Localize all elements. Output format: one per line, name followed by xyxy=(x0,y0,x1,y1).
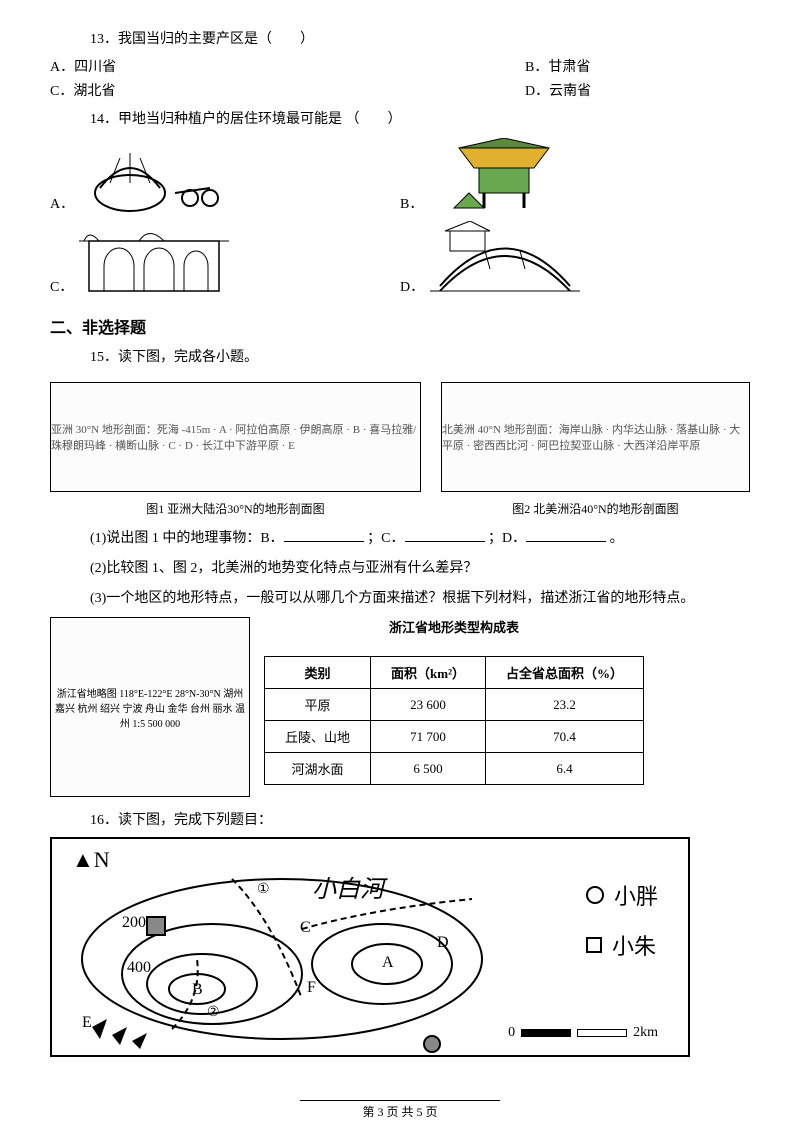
cave-dwelling-icon xyxy=(79,221,229,296)
q13-opt-a[interactable]: A．四川省 xyxy=(50,56,275,76)
cell: 6.4 xyxy=(485,753,643,785)
table-header-row: 类别 面积（km²） 占全省总面积（%） xyxy=(265,657,644,689)
q15-sub1-end: 。 xyxy=(610,531,624,546)
legend-zhu: 小朱 xyxy=(586,929,658,961)
label-e: E xyxy=(82,1014,92,1032)
contour-200: 200 xyxy=(122,914,146,932)
zhejiang-map: 浙江省地略图 118°E-122°E 28°N-30°N 湖州 嘉兴 杭州 绍兴… xyxy=(50,617,250,797)
q14-opt-c[interactable]: C． xyxy=(50,221,400,296)
cell: 丘陵、山地 xyxy=(265,721,371,753)
cell: 河湖水面 xyxy=(265,753,371,785)
th-area: 面积（km²） xyxy=(371,657,486,689)
q14-label-b: B． xyxy=(400,193,423,213)
q14-opt-a[interactable]: A． xyxy=(50,138,400,213)
map-legend: 小胖 小朱 xyxy=(586,879,658,979)
scale-2km: 2km xyxy=(633,1025,658,1041)
table-row: 河湖水面 6 500 6.4 xyxy=(265,753,644,785)
zhejiang-table-wrap: 浙江省地形类型构成表 类别 面积（km²） 占全省总面积（%） 平原 23 60… xyxy=(264,617,644,797)
q15-sub1-c: ；C． xyxy=(367,531,404,546)
q15-text: 15．读下图，完成各小题。 xyxy=(90,346,750,366)
q14-label-c: C． xyxy=(50,276,73,296)
q13-opt-c[interactable]: C．湖北省 xyxy=(50,80,275,100)
page-footer: 第 3 页 共 5 页 xyxy=(0,1100,800,1120)
scale-seg-dark xyxy=(521,1029,571,1037)
square-icon xyxy=(586,937,602,953)
legend-zhu-text: 小朱 xyxy=(612,929,656,961)
q13-row1: A．四川省 B．甘肃省 xyxy=(50,56,750,76)
q13-opt-b[interactable]: B．甘肃省 xyxy=(525,56,750,76)
circle-icon xyxy=(586,886,604,904)
q15-figure-2: 北美洲 40°N 地形剖面：海岸山脉 · 内华达山脉 · 落基山脉 · 大平原 … xyxy=(441,382,750,492)
scale-seg-light xyxy=(577,1029,627,1037)
blank-b[interactable] xyxy=(284,528,364,542)
q14-text: 14．甲地当归种植户的居住环境最可能是 （ ） xyxy=(90,108,750,128)
th-pct: 占全省总面积（%） xyxy=(485,657,643,689)
zhejiang-table-title: 浙江省地形类型构成表 xyxy=(264,617,644,636)
q13-opt-d[interactable]: D．云南省 xyxy=(525,80,750,100)
q15-sub2: (2)比较图 1、图 2，北美洲的地势变化特点与亚洲有什么差异？ xyxy=(90,557,750,577)
cell: 6 500 xyxy=(371,753,486,785)
q14-opt-d[interactable]: D． xyxy=(400,221,750,296)
scale-bar: 0 2km xyxy=(508,1025,658,1041)
q13-text: 13．我国当归的主要产区是（ ） xyxy=(90,28,750,48)
q15-sub1-pre: (1)说出图 1 中的地理事物：B． xyxy=(90,531,284,546)
page-number: 第 3 页 共 5 页 xyxy=(362,1105,437,1119)
label-d: D xyxy=(437,934,449,952)
q14-label-a: A． xyxy=(50,193,74,213)
q15-material-panel: 浙江省地略图 118°E-122°E 28°N-30°N 湖州 嘉兴 杭州 绍兴… xyxy=(50,617,750,797)
scale-0: 0 xyxy=(508,1025,515,1041)
zhejiang-table: 类别 面积（km²） 占全省总面积（%） 平原 23 600 23.2 丘陵、山… xyxy=(264,656,644,785)
stilt-house-icon xyxy=(429,138,579,213)
cell: 23 600 xyxy=(371,689,486,721)
q15-fig2-caption: 图2 北美洲沿40°N的地形剖面图 xyxy=(441,500,750,517)
q16-contour-map: ▲N 小白河 200 400 A B C D E F ① ② 小胖 小朱 0 2… xyxy=(50,837,690,1057)
q15-sub3: (3)一个地区的地形特点，一般可以从哪几个方面来描述？根据下列材料，描述浙江省的… xyxy=(90,587,750,607)
th-type: 类别 xyxy=(265,657,371,689)
q15-sub1-d: ；D． xyxy=(488,531,526,546)
contour-400: 400 xyxy=(127,959,151,977)
q14-label-d: D． xyxy=(400,276,424,296)
table-row: 平原 23 600 23.2 xyxy=(265,689,644,721)
cell: 71 700 xyxy=(371,721,486,753)
cell: 23.2 xyxy=(485,689,643,721)
arch-bridge-icon xyxy=(430,221,580,296)
q14-opt-b[interactable]: B． xyxy=(400,138,750,213)
label-b: B xyxy=(192,981,203,999)
footer-divider xyxy=(300,1100,500,1101)
q14-image-options: A． B． C． D． xyxy=(50,138,750,304)
legend-pang: 小胖 xyxy=(586,879,658,911)
q15-fig1-caption: 图1 亚洲大陆沿30°N的地形剖面图 xyxy=(50,500,421,517)
blank-c[interactable] xyxy=(405,528,485,542)
table-row: 丘陵、山地 71 700 70.4 xyxy=(265,721,644,753)
cell: 平原 xyxy=(265,689,371,721)
q15-figure-1: 亚洲 30°N 地形剖面：死海 -415m · A · 阿拉伯高原 · 伊朗高原… xyxy=(50,382,421,492)
q16-text: 16．读下图，完成下列题目： xyxy=(90,809,750,829)
q13-row2: C．湖北省 D．云南省 xyxy=(50,80,750,100)
yurt-icon xyxy=(80,138,230,213)
label-2: ② xyxy=(207,1004,220,1021)
blank-d[interactable] xyxy=(526,528,606,542)
legend-pang-text: 小胖 xyxy=(614,879,658,911)
label-c: C xyxy=(300,919,311,937)
cell: 70.4 xyxy=(485,721,643,753)
label-f: F xyxy=(307,979,316,997)
label-1: ① xyxy=(257,881,270,898)
section-2-title: 二、非选择题 xyxy=(50,314,750,338)
label-a: A xyxy=(382,954,394,972)
q15-sub1: (1)说出图 1 中的地理事物：B． ；C． ；D． 。 xyxy=(90,527,750,547)
